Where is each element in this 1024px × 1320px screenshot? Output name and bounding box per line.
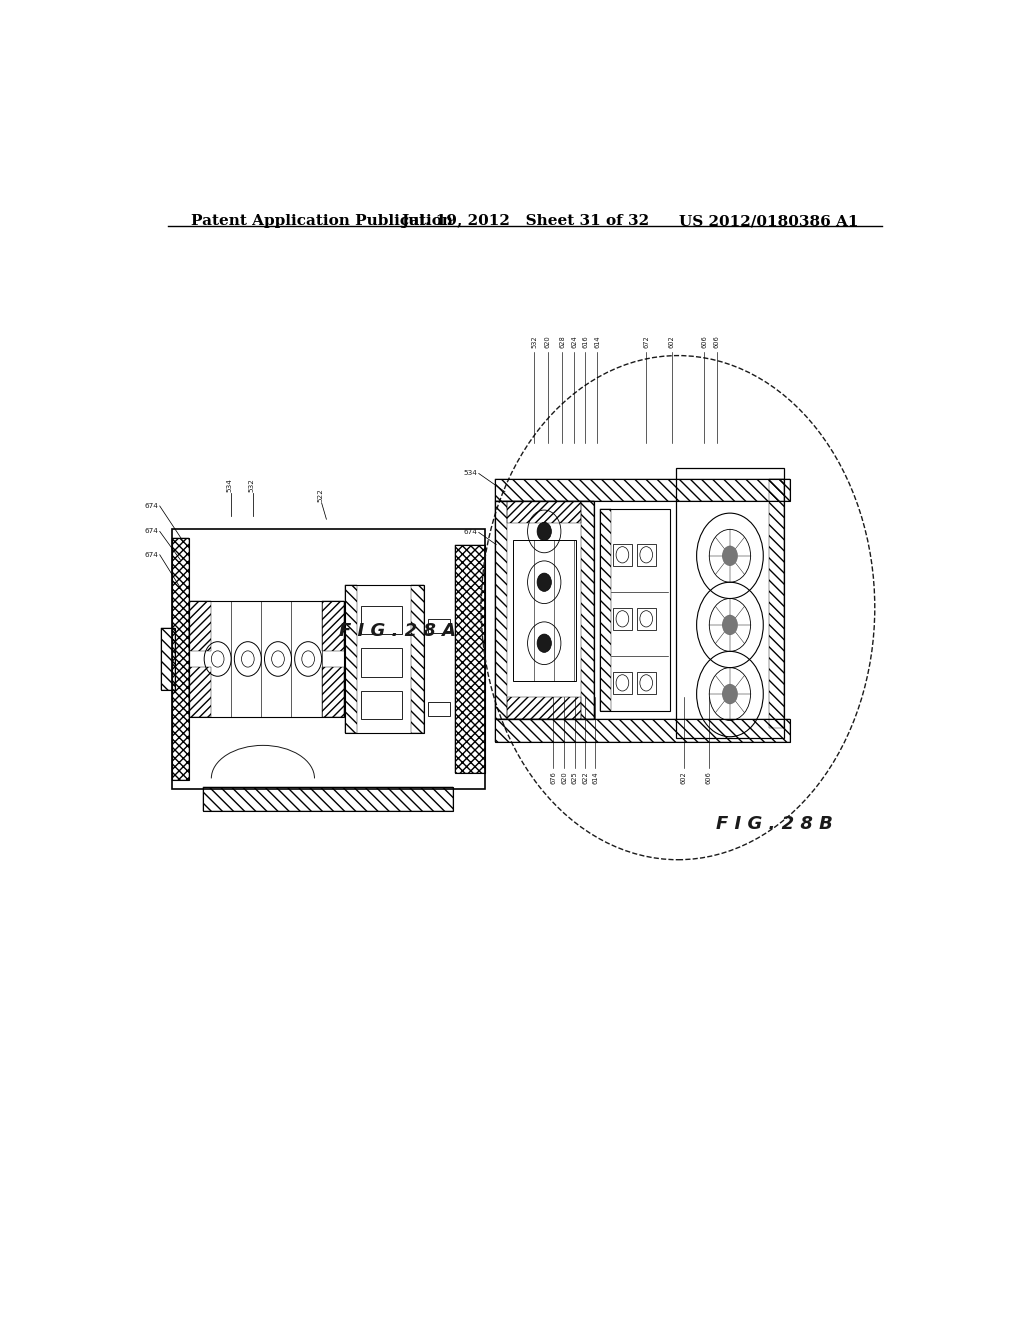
Circle shape [538, 634, 551, 652]
Bar [495, 479, 790, 500]
Bar [204, 787, 454, 810]
Bar [172, 537, 189, 780]
Bar [161, 628, 175, 690]
Text: 620: 620 [545, 335, 551, 348]
Bar [360, 606, 401, 634]
Bar [428, 702, 451, 715]
Text: 532: 532 [531, 335, 538, 348]
Bar [189, 601, 211, 651]
Bar [613, 672, 632, 694]
Text: 606: 606 [714, 335, 720, 348]
Bar [172, 529, 485, 788]
Text: 534: 534 [226, 478, 232, 492]
Bar [322, 667, 344, 718]
Text: Jul. 19, 2012   Sheet 31 of 32: Jul. 19, 2012 Sheet 31 of 32 [400, 214, 649, 228]
Bar [455, 545, 485, 774]
Bar [455, 545, 485, 774]
Bar [412, 585, 424, 733]
Text: 602: 602 [681, 771, 686, 784]
Bar [495, 719, 790, 742]
Text: 616: 616 [582, 335, 588, 348]
Text: 674: 674 [144, 503, 158, 510]
Text: 602: 602 [669, 335, 675, 348]
Text: 614: 614 [593, 771, 598, 784]
Text: 674: 674 [144, 552, 158, 558]
Text: 674: 674 [144, 528, 158, 535]
Bar [495, 500, 507, 719]
Bar [495, 719, 790, 742]
Bar [613, 607, 632, 630]
Text: 676: 676 [550, 771, 556, 784]
Text: F I G . 2 8 B: F I G . 2 8 B [717, 816, 834, 833]
Bar [582, 500, 594, 719]
Text: Patent Application Publication: Patent Application Publication [191, 214, 454, 228]
Text: 625: 625 [571, 771, 578, 784]
Bar [345, 585, 357, 733]
Circle shape [538, 523, 551, 541]
Text: 606: 606 [706, 771, 712, 784]
Circle shape [722, 684, 738, 704]
Text: 614: 614 [594, 335, 600, 348]
Bar [172, 537, 189, 780]
Bar [322, 601, 344, 651]
Text: 672: 672 [643, 335, 649, 348]
Bar [360, 690, 401, 719]
Bar [360, 648, 401, 677]
Bar [161, 628, 175, 690]
Bar [637, 544, 655, 566]
Circle shape [722, 545, 738, 566]
Bar [495, 479, 790, 500]
Text: 674: 674 [463, 529, 477, 536]
Text: F I G . 2 8 A: F I G . 2 8 A [339, 622, 457, 640]
Bar [769, 479, 783, 727]
Text: 532: 532 [248, 478, 254, 492]
Bar [677, 469, 783, 738]
Bar [189, 667, 211, 718]
Bar [507, 500, 582, 523]
Text: 624: 624 [571, 335, 577, 348]
Bar [613, 544, 632, 566]
Text: 522: 522 [317, 488, 323, 502]
Text: 534: 534 [463, 470, 477, 477]
Text: 622: 622 [582, 771, 588, 784]
Bar [495, 500, 594, 719]
Text: US 2012/0180386 A1: US 2012/0180386 A1 [679, 214, 858, 228]
Circle shape [722, 615, 738, 635]
Bar [345, 585, 424, 733]
Circle shape [538, 573, 551, 591]
Bar [600, 510, 670, 711]
Bar [600, 510, 611, 711]
Bar [507, 697, 582, 719]
Bar [637, 607, 655, 630]
Bar [513, 540, 575, 681]
Text: 628: 628 [559, 335, 565, 348]
Bar [204, 787, 454, 810]
Bar [189, 601, 344, 718]
Text: 620: 620 [561, 771, 567, 784]
Text: 606: 606 [701, 335, 708, 348]
Bar [637, 672, 655, 694]
Bar [428, 619, 451, 634]
